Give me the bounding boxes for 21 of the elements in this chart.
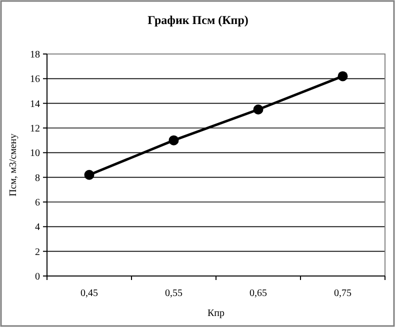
point [84,170,94,180]
y-tick-label: 16 [30,74,40,86]
y-tick-label: 6 [35,198,40,208]
x-tick-label: 0,55 [165,288,182,299]
chart-title: График Псм (Кпр) [148,13,248,27]
x-axis-title: Кпр [207,308,225,319]
y-tick-label: 4 [35,222,40,234]
y-tick-label: 14 [30,98,40,110]
point [253,104,264,114]
x-tick-label: 0,75 [334,288,352,299]
y-axis-title: Псм, м3/смену [8,134,19,196]
y-tick-label: 10 [30,148,40,160]
y-tick-label: 8 [35,172,40,184]
point [338,71,348,82]
y-tick-label: 0 [35,272,40,282]
y-tick-label: 18 [30,50,40,60]
point [168,135,179,146]
y-tick-label: 2 [35,246,40,258]
x-tick-label: 0,45 [80,288,98,299]
y-tick-label: 12 [30,124,40,134]
x-tick-label: 0,65 [250,288,267,299]
